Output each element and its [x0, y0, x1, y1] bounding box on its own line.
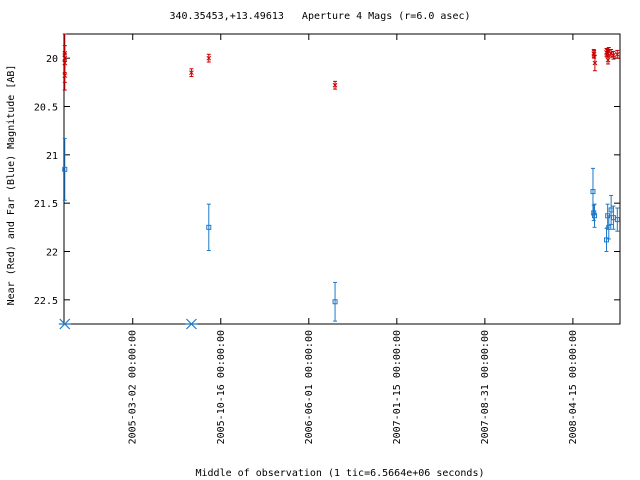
far-point — [62, 166, 68, 172]
near-point — [206, 55, 212, 61]
plot-area: 20 20.5 21 21.5 22 22.5 2005-03-02 00:00:00 200… — [34, 33, 621, 444]
near-point — [605, 57, 611, 63]
near-point — [189, 70, 194, 76]
y-tick-label: 20 — [46, 54, 58, 65]
y-axis-label: Near (Red) and Far (Blue) Magnitude [AB] — [6, 65, 17, 306]
x-tick-label: 2008-04-15 00:00:00 — [568, 330, 579, 444]
x-tick-label: 2007-01-15 00:00:00 — [392, 330, 403, 444]
near-point — [62, 55, 68, 61]
x-axis-label: Middle of observation (1 tic=6.5664e+06 … — [196, 468, 485, 479]
far-point — [603, 237, 609, 243]
x-tick-label: 2005-10-16 00:00:00 — [216, 330, 227, 444]
chart-title: 340.35453,+13.49613 Aperture 4 Mags (r=6… — [169, 11, 470, 22]
far-point — [614, 217, 620, 223]
y-tick-label: 21 — [46, 151, 58, 162]
far-upper-limit-point — [58, 318, 71, 330]
plot-frame — [63, 33, 621, 325]
y-tick-label: 21.5 — [34, 199, 58, 210]
x-tick-label: 2007-08-31 00:00:00 — [480, 330, 491, 444]
x-tick-label: 2005-03-02 00:00:00 — [128, 330, 139, 444]
far-point — [590, 189, 596, 195]
near-point — [332, 82, 338, 88]
y-tick-label: 20.5 — [34, 103, 58, 114]
near-point — [614, 51, 620, 57]
far-upper-limit-point — [185, 318, 198, 330]
near-point — [592, 60, 598, 66]
y-tick-label: 22.5 — [34, 296, 58, 307]
far-point — [591, 210, 597, 216]
near-point — [611, 52, 616, 58]
far-point — [332, 299, 338, 305]
far-point — [206, 224, 212, 230]
x-tick-label: 2006-06-01 00:00:00 — [304, 330, 315, 444]
y-tick-label: 22 — [46, 248, 58, 259]
far-point — [606, 224, 612, 230]
far-point — [592, 213, 598, 219]
